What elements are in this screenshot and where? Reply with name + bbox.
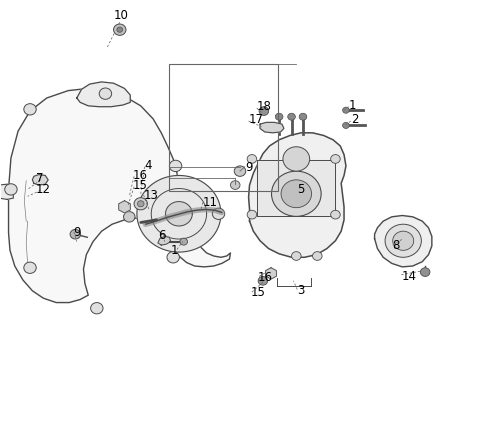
Circle shape [137, 201, 144, 207]
Circle shape [258, 276, 268, 285]
Text: 5: 5 [297, 183, 305, 196]
Polygon shape [166, 201, 192, 226]
Text: 2: 2 [351, 113, 358, 126]
Circle shape [180, 238, 188, 245]
Text: 17: 17 [249, 113, 264, 126]
Text: 12: 12 [36, 183, 51, 196]
Polygon shape [158, 237, 171, 245]
Text: 14: 14 [401, 270, 416, 283]
Polygon shape [140, 178, 218, 251]
Circle shape [393, 231, 414, 251]
Circle shape [283, 147, 310, 171]
Text: 3: 3 [297, 284, 305, 297]
Text: 4: 4 [144, 159, 152, 173]
Polygon shape [77, 82, 130, 107]
Polygon shape [9, 88, 230, 303]
Polygon shape [249, 133, 346, 257]
Circle shape [331, 210, 340, 219]
Polygon shape [0, 184, 13, 199]
Text: 16: 16 [258, 271, 273, 284]
Circle shape [234, 166, 246, 177]
Circle shape [169, 160, 182, 172]
Text: 9: 9 [245, 161, 252, 174]
Circle shape [247, 155, 257, 163]
Circle shape [24, 104, 36, 115]
Text: 9: 9 [73, 226, 81, 239]
Circle shape [24, 262, 36, 273]
Text: 15: 15 [251, 286, 265, 300]
Text: 1: 1 [171, 244, 178, 257]
Text: 8: 8 [393, 240, 400, 252]
Text: 18: 18 [257, 100, 272, 113]
Text: 13: 13 [144, 189, 158, 201]
Circle shape [99, 88, 112, 99]
Circle shape [230, 181, 240, 189]
Bar [169, 64, 278, 191]
Polygon shape [260, 122, 284, 133]
Text: 11: 11 [203, 196, 218, 209]
Circle shape [91, 303, 103, 314]
Text: 16: 16 [132, 169, 148, 182]
Circle shape [299, 113, 307, 120]
Text: 10: 10 [114, 9, 129, 22]
Circle shape [291, 252, 301, 260]
Text: 15: 15 [132, 180, 147, 192]
Circle shape [134, 198, 147, 210]
Circle shape [70, 230, 81, 239]
Circle shape [331, 155, 340, 163]
Circle shape [167, 252, 180, 263]
Circle shape [343, 107, 349, 113]
Circle shape [117, 27, 122, 32]
Circle shape [114, 24, 126, 35]
Polygon shape [265, 268, 276, 279]
Polygon shape [33, 175, 48, 185]
Circle shape [247, 210, 257, 219]
Circle shape [5, 184, 17, 195]
Circle shape [212, 208, 225, 219]
Circle shape [276, 113, 283, 120]
Circle shape [385, 224, 421, 257]
Circle shape [343, 122, 349, 128]
Text: 1: 1 [349, 99, 356, 112]
Circle shape [259, 107, 269, 116]
Polygon shape [374, 215, 432, 267]
Text: 7: 7 [36, 173, 43, 185]
Circle shape [312, 252, 322, 260]
Text: 6: 6 [158, 229, 166, 242]
Circle shape [272, 171, 321, 216]
Circle shape [123, 212, 135, 222]
Polygon shape [119, 201, 130, 213]
Circle shape [288, 113, 295, 120]
Circle shape [420, 268, 430, 276]
Polygon shape [137, 176, 221, 252]
Circle shape [281, 180, 312, 208]
Polygon shape [257, 160, 336, 215]
